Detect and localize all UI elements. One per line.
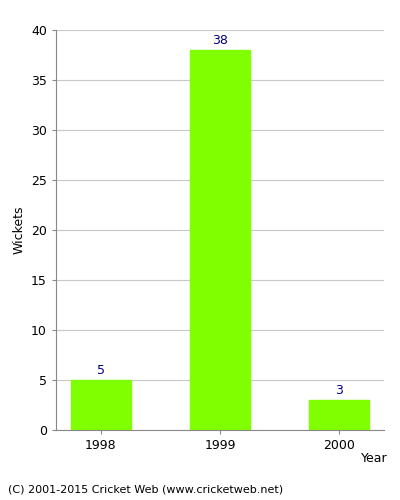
Text: 3: 3 <box>335 384 343 397</box>
Bar <box>71 380 130 430</box>
Text: 38: 38 <box>212 34 228 47</box>
Text: Year: Year <box>361 452 388 466</box>
Y-axis label: Wickets: Wickets <box>12 206 26 254</box>
Bar <box>310 400 369 430</box>
Bar <box>190 50 250 430</box>
Text: (C) 2001-2015 Cricket Web (www.cricketweb.net): (C) 2001-2015 Cricket Web (www.cricketwe… <box>8 485 283 495</box>
Text: 5: 5 <box>97 364 105 377</box>
